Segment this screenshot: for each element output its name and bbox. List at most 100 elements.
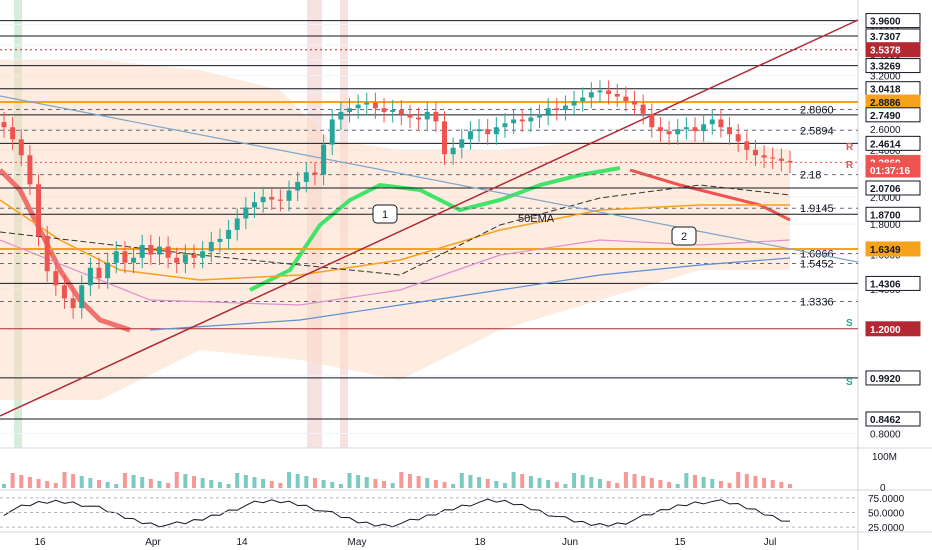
callout-box bbox=[372, 204, 398, 224]
volume-bar bbox=[675, 484, 680, 488]
volume-bar bbox=[416, 476, 421, 488]
level-label: 1.9145 bbox=[800, 203, 834, 215]
candle-body bbox=[1, 122, 7, 128]
price-tag-label: 2.0706 bbox=[870, 184, 901, 195]
volume-bar bbox=[252, 477, 257, 488]
level-label: 1.5452 bbox=[800, 259, 834, 271]
candle-body bbox=[182, 254, 188, 263]
candle-body bbox=[96, 267, 102, 279]
candle-body bbox=[718, 119, 724, 128]
volume-bar bbox=[105, 482, 110, 488]
candle-body bbox=[277, 199, 283, 201]
red-ribbon-2 bbox=[629, 168, 791, 222]
candle-body bbox=[269, 196, 275, 200]
candle-body bbox=[355, 104, 361, 109]
volume-bar bbox=[736, 472, 741, 488]
candle-body bbox=[208, 241, 214, 252]
price-tag bbox=[865, 180, 921, 196]
volume-bar bbox=[114, 484, 119, 488]
sr-marker: S bbox=[846, 377, 853, 388]
oscillator-tick: 50.0000 bbox=[868, 509, 905, 520]
candle-body bbox=[597, 90, 603, 93]
sr-marker: R bbox=[846, 142, 854, 153]
price-tag-label: 1.8700 bbox=[870, 210, 901, 221]
volume-bar bbox=[684, 473, 689, 488]
volume-bar bbox=[19, 475, 24, 488]
candle-body bbox=[606, 90, 612, 94]
oscillator-tick: 75.0000 bbox=[868, 494, 905, 505]
callout-box bbox=[671, 226, 697, 246]
level-label: 2.5894 bbox=[800, 125, 834, 137]
price-tag bbox=[865, 107, 921, 123]
volume-bar bbox=[589, 477, 594, 488]
volume-bar bbox=[261, 479, 266, 488]
oscillator-line bbox=[3, 498, 791, 528]
candle-body bbox=[727, 127, 733, 135]
volume-bar bbox=[338, 484, 343, 488]
candle-body bbox=[61, 285, 67, 299]
price-tag-label: 3.0418 bbox=[870, 85, 901, 96]
red-ribbon bbox=[0, 168, 131, 333]
sr-marker: S bbox=[846, 318, 853, 329]
volume-bar bbox=[79, 476, 84, 488]
volume-bar bbox=[468, 475, 473, 488]
volume-bar bbox=[554, 482, 559, 488]
ema-annotation: 50EMA bbox=[518, 213, 555, 225]
candle-body bbox=[381, 108, 387, 112]
candle-body bbox=[234, 218, 240, 230]
candle-body bbox=[148, 245, 154, 255]
volume-bar bbox=[563, 484, 568, 488]
volume-bar bbox=[45, 481, 50, 488]
volume-bar bbox=[304, 476, 309, 488]
candle-body bbox=[502, 123, 508, 128]
candles bbox=[1, 80, 793, 319]
volume-bar bbox=[27, 477, 32, 488]
oscillator-tick: 25.0000 bbox=[868, 523, 905, 534]
callout-label: 2 bbox=[681, 231, 687, 243]
candle-body bbox=[18, 139, 24, 156]
candle-body bbox=[44, 235, 50, 272]
candle-body bbox=[623, 96, 629, 102]
volume-bar bbox=[632, 474, 637, 488]
price-tag bbox=[865, 162, 921, 178]
indicator-bands bbox=[0, 60, 791, 400]
candle-body bbox=[174, 257, 180, 263]
candle-body bbox=[87, 267, 93, 286]
volume-bar bbox=[606, 481, 611, 488]
volume-bar bbox=[615, 483, 620, 488]
volume-bar bbox=[580, 475, 585, 488]
candle-body bbox=[701, 124, 707, 132]
candle-body bbox=[329, 119, 335, 145]
candle-body bbox=[666, 131, 672, 135]
price-tick-label: 3.2000 bbox=[870, 72, 901, 83]
price-tag-label: 3.9600 bbox=[870, 17, 901, 28]
volume-bar bbox=[347, 473, 352, 488]
descending-trendline bbox=[0, 95, 859, 263]
volume-bar bbox=[200, 478, 205, 488]
price-tag bbox=[865, 206, 921, 222]
volume-bar bbox=[572, 473, 577, 488]
candle-body bbox=[191, 254, 197, 258]
candle-body bbox=[649, 113, 655, 128]
volume-bar bbox=[36, 479, 41, 488]
price-tick-label: 2.4000 bbox=[870, 146, 901, 157]
time-axis[interactable]: 16 Apr 14 May 18 Jun 15 Jul bbox=[34, 537, 776, 548]
candle-body bbox=[511, 119, 517, 124]
volume-bar bbox=[269, 481, 274, 488]
candle-body bbox=[683, 127, 689, 130]
volume-bar bbox=[753, 476, 758, 488]
candle-body bbox=[105, 262, 111, 279]
candle-body bbox=[10, 127, 16, 140]
candle-body bbox=[243, 207, 249, 219]
price-tag-label: 3.5378 bbox=[870, 46, 901, 57]
volume-bar bbox=[762, 478, 767, 488]
price-axis[interactable]: 3.90003.60003.40003.20003.00002.80002.60… bbox=[865, 13, 921, 441]
volume-bar bbox=[183, 474, 188, 488]
volume-bar bbox=[278, 483, 283, 488]
candle-body bbox=[346, 108, 352, 112]
price-tag-label: 2.4614 bbox=[870, 139, 901, 150]
candle-body bbox=[545, 108, 551, 115]
candle-body bbox=[156, 246, 162, 255]
volume-bar bbox=[330, 482, 335, 488]
